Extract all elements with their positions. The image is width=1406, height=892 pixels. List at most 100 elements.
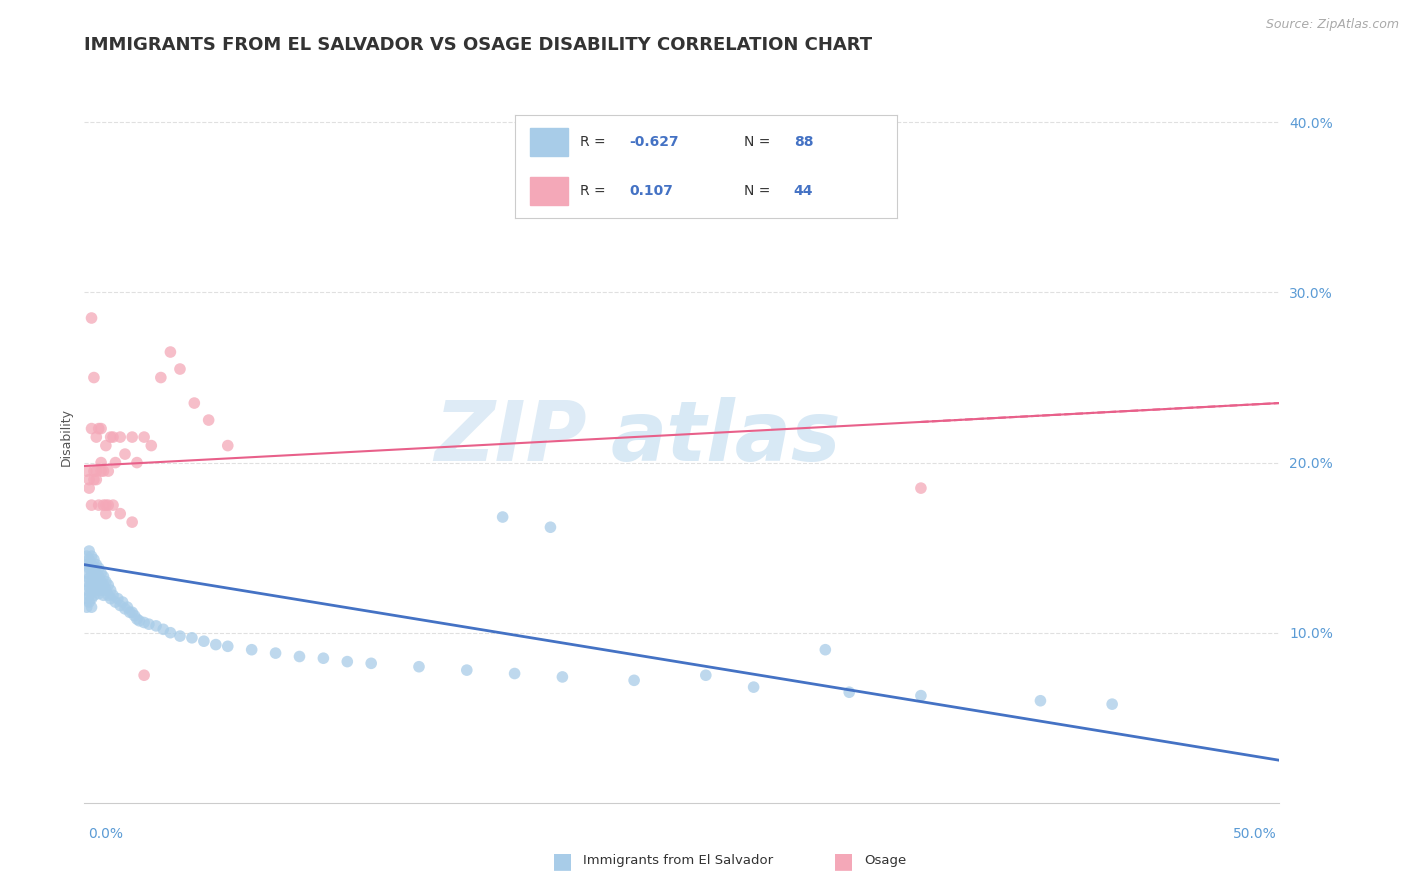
- Point: [87, 561, 110, 575]
- Point: [100, 591, 122, 606]
- Point: [86, 430, 108, 444]
- Point: [77, 571, 100, 585]
- Point: [97, 578, 120, 592]
- Point: [100, 430, 122, 444]
- Point: [93, 588, 115, 602]
- Point: [76, 574, 98, 589]
- Point: [77, 580, 100, 594]
- Point: [408, 659, 430, 673]
- Point: [76, 566, 98, 581]
- Point: [910, 481, 932, 495]
- Point: [336, 655, 359, 669]
- Text: ■: ■: [834, 851, 853, 871]
- Point: [121, 515, 143, 529]
- Point: [87, 569, 110, 583]
- Point: [121, 430, 143, 444]
- Point: [97, 498, 120, 512]
- Point: [77, 588, 100, 602]
- Point: [87, 421, 110, 435]
- Point: [101, 588, 124, 602]
- Point: [312, 651, 335, 665]
- Point: [101, 498, 124, 512]
- Point: [217, 640, 239, 654]
- Text: Source: ZipAtlas.com: Source: ZipAtlas.com: [1265, 18, 1399, 31]
- Point: [104, 595, 127, 609]
- Point: [132, 668, 156, 682]
- Point: [80, 498, 103, 512]
- Point: [132, 430, 156, 444]
- Point: [110, 599, 132, 613]
- Point: [814, 642, 837, 657]
- Point: [695, 668, 717, 682]
- Point: [110, 430, 132, 444]
- Point: [149, 370, 172, 384]
- Point: [80, 600, 103, 615]
- Point: [456, 663, 478, 677]
- Point: [101, 430, 124, 444]
- Text: Immigrants from El Salvador: Immigrants from El Salvador: [583, 855, 773, 867]
- Point: [77, 595, 100, 609]
- Point: [217, 439, 239, 453]
- Point: [97, 588, 120, 602]
- Point: [141, 439, 163, 453]
- Point: [93, 578, 115, 592]
- Point: [87, 578, 110, 592]
- Point: [77, 481, 100, 495]
- Point: [86, 583, 108, 598]
- Point: [83, 561, 105, 575]
- Point: [90, 421, 112, 435]
- Text: IMMIGRANTS FROM EL SALVADOR VS OSAGE DISABILITY CORRELATION CHART: IMMIGRANTS FROM EL SALVADOR VS OSAGE DIS…: [84, 36, 873, 54]
- Point: [83, 588, 105, 602]
- Point: [551, 670, 574, 684]
- Point: [87, 586, 110, 600]
- Point: [76, 591, 98, 606]
- Point: [183, 396, 205, 410]
- Point: [93, 464, 115, 478]
- Point: [94, 574, 117, 589]
- Point: [742, 680, 765, 694]
- Text: ■: ■: [553, 851, 572, 871]
- Point: [94, 498, 117, 512]
- Point: [77, 544, 100, 558]
- Point: [205, 638, 228, 652]
- Point: [492, 510, 515, 524]
- Text: atlas: atlas: [610, 397, 841, 477]
- Point: [118, 605, 141, 619]
- Text: ZIP: ZIP: [433, 397, 586, 477]
- Point: [114, 602, 136, 616]
- Point: [94, 583, 117, 598]
- Point: [145, 619, 167, 633]
- Point: [159, 345, 181, 359]
- Point: [169, 629, 191, 643]
- Point: [132, 615, 156, 630]
- Text: 50.0%: 50.0%: [1233, 827, 1277, 841]
- Point: [80, 421, 103, 435]
- Point: [83, 464, 105, 478]
- Point: [80, 311, 103, 326]
- Point: [93, 569, 115, 583]
- Text: 0.0%: 0.0%: [89, 827, 124, 841]
- Point: [125, 612, 148, 626]
- Point: [90, 566, 112, 581]
- Point: [93, 498, 115, 512]
- Point: [97, 464, 120, 478]
- Point: [76, 600, 98, 615]
- Point: [77, 552, 100, 566]
- Point: [76, 558, 98, 572]
- Point: [80, 566, 103, 581]
- Point: [83, 370, 105, 384]
- Point: [138, 617, 160, 632]
- Point: [169, 362, 191, 376]
- Point: [360, 657, 382, 671]
- Point: [76, 464, 98, 478]
- Point: [159, 625, 181, 640]
- Point: [80, 583, 103, 598]
- Point: [80, 549, 103, 563]
- Point: [83, 552, 105, 566]
- Point: [86, 464, 108, 478]
- Point: [121, 605, 143, 619]
- Point: [90, 583, 112, 598]
- Point: [197, 413, 219, 427]
- Point: [76, 549, 98, 563]
- Point: [90, 574, 112, 589]
